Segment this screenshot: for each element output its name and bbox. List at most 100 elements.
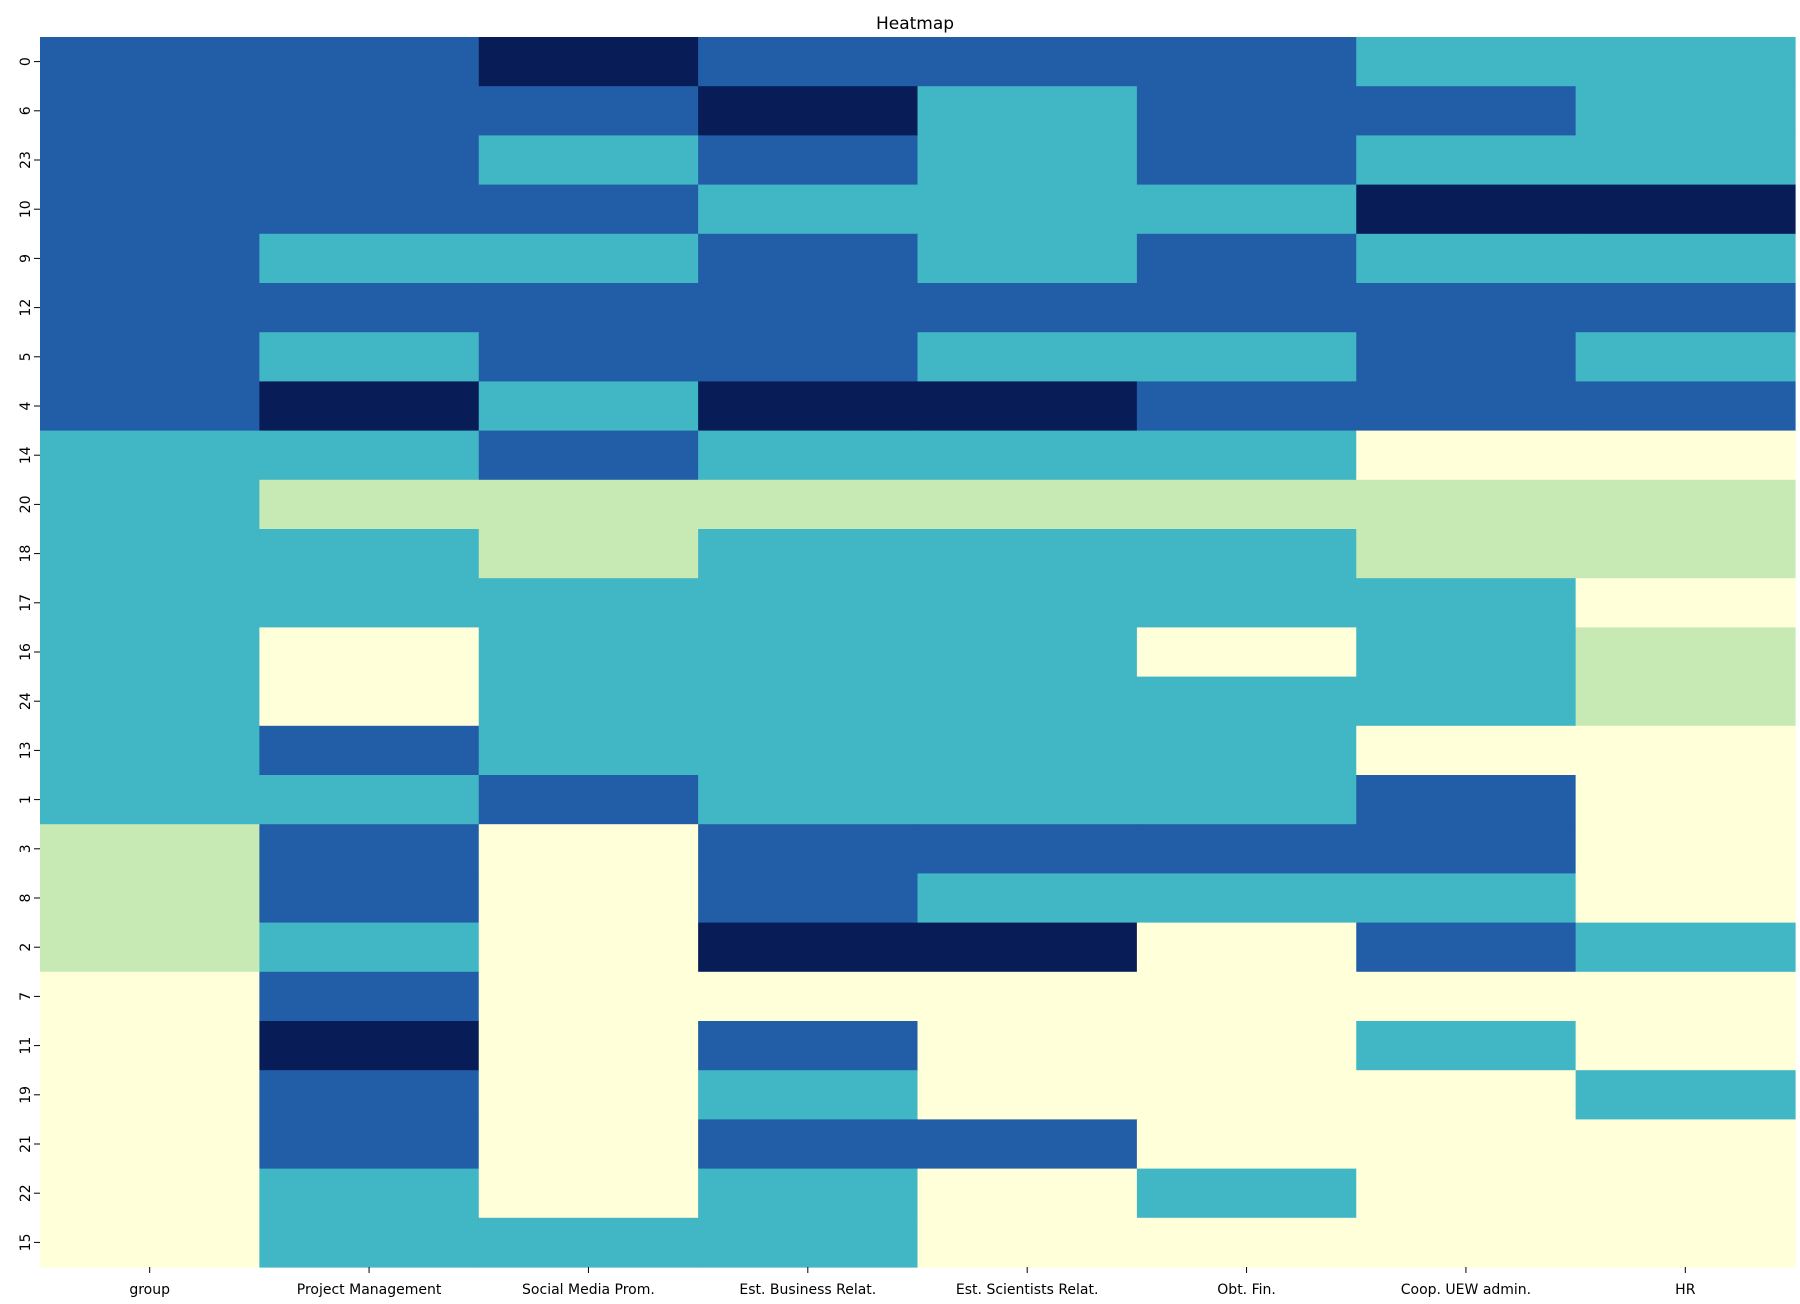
heatmap-cell [917,1070,1138,1120]
y-tick-label: 22 [18,1184,34,1202]
heatmap-cell [259,578,480,628]
heatmap-cell [40,627,260,678]
heatmap-cells [40,37,1796,1268]
heatmap-cell [1136,725,1357,776]
heatmap-cell [1136,1119,1357,1170]
heatmap-cell [1356,135,1577,186]
heatmap-cell [1136,1168,1357,1219]
heatmap-cell [917,37,1138,87]
y-tick-label: 8 [18,894,34,903]
heatmap-cell [259,922,480,973]
heatmap-cell [259,479,480,530]
heatmap-cell [917,283,1138,333]
heatmap-cell [259,676,480,727]
heatmap-cell [40,873,260,924]
heatmap-cell [1136,775,1357,825]
heatmap-cell [1356,627,1577,678]
heatmap-cell [917,725,1138,776]
heatmap-cell [917,332,1138,382]
heatmap-cell [698,922,919,973]
heatmap-cell [917,922,1138,973]
heatmap-cell [478,381,699,432]
y-tick-label: 16 [18,643,34,661]
heatmap-cell [259,824,480,874]
heatmap-cell [698,1168,919,1219]
heatmap-cell [1136,479,1357,530]
y-tick-label: 19 [18,1086,34,1104]
heatmap-cell [259,86,480,136]
heatmap-cell [1575,578,1796,628]
heatmap-cell [1136,529,1357,579]
heatmap-cell [40,332,260,382]
heatmap-cell [1356,381,1577,432]
heatmap-cell [40,1168,260,1219]
heatmap-cell [917,135,1138,186]
y-tick-label: 7 [18,992,34,1001]
heatmap-cell [1575,1070,1796,1120]
heatmap-cell [1136,1021,1357,1071]
heatmap-cell [1356,578,1577,628]
heatmap-cell [1575,873,1796,924]
heatmap-cell [698,824,919,874]
heatmap-cell [478,775,699,825]
heatmap-cell [259,283,480,333]
heatmap-cell [40,676,260,727]
heatmap-cell [698,332,919,382]
y-tick-label: 1 [18,795,34,804]
heatmap-cell [917,1021,1138,1071]
heatmap-cell [917,1119,1138,1170]
heatmap-cell [1575,676,1796,727]
heatmap-cell [259,873,480,924]
heatmap-cell [1356,1119,1577,1170]
chart-title: Heatmap [876,14,954,34]
heatmap-cell [1356,283,1577,333]
y-tick-label: 10 [18,200,34,218]
heatmap-cell [259,381,480,432]
heatmap-cell [1356,676,1577,727]
heatmap-cell [259,1021,480,1071]
heatmap-cell [1575,1119,1796,1170]
heatmap-cell [1136,430,1357,481]
y-tick-label: 12 [18,299,34,317]
heatmap-cell [40,725,260,776]
heatmap-cell [40,184,260,235]
heatmap-cell [259,775,480,825]
heatmap-cell [259,1119,480,1170]
y-tick-label: 14 [18,446,34,464]
heatmap-cell [478,1021,699,1071]
x-tick-label: Est. Business Relat. [739,1282,876,1298]
heatmap-cell [40,971,260,1022]
heatmap-cell [40,775,260,825]
heatmap-cell [1356,775,1577,825]
heatmap-cell [259,135,480,186]
heatmap-cell [1575,479,1796,530]
heatmap-cell [40,922,260,973]
heatmap-cell [698,578,919,628]
y-tick-label: 3 [18,844,34,853]
heatmap-cell [917,578,1138,628]
x-tick-label: HR [1675,1282,1696,1298]
heatmap-cell [478,430,699,481]
heatmap-cell [698,479,919,530]
heatmap-cell [698,971,919,1022]
heatmap-cell [1575,184,1796,235]
heatmap-cell [698,283,919,333]
heatmap-cell [698,725,919,776]
y-tick-label: 18 [18,545,34,563]
heatmap-cell [698,233,919,284]
heatmap-cell [1356,233,1577,284]
heatmap-cell [698,381,919,432]
heatmap-cell [698,1217,919,1268]
heatmap-cell [1356,1217,1577,1268]
heatmap-cell [478,922,699,973]
heatmap-cell [1356,922,1577,973]
heatmap-cell [1356,873,1577,924]
heatmap-cell [259,971,480,1022]
heatmap-cell [1575,233,1796,284]
heatmap-cell [478,1070,699,1120]
heatmap-cell [1136,184,1357,235]
heatmap-cell [1136,873,1357,924]
heatmap-cell [698,1070,919,1120]
heatmap-cell [40,86,260,136]
